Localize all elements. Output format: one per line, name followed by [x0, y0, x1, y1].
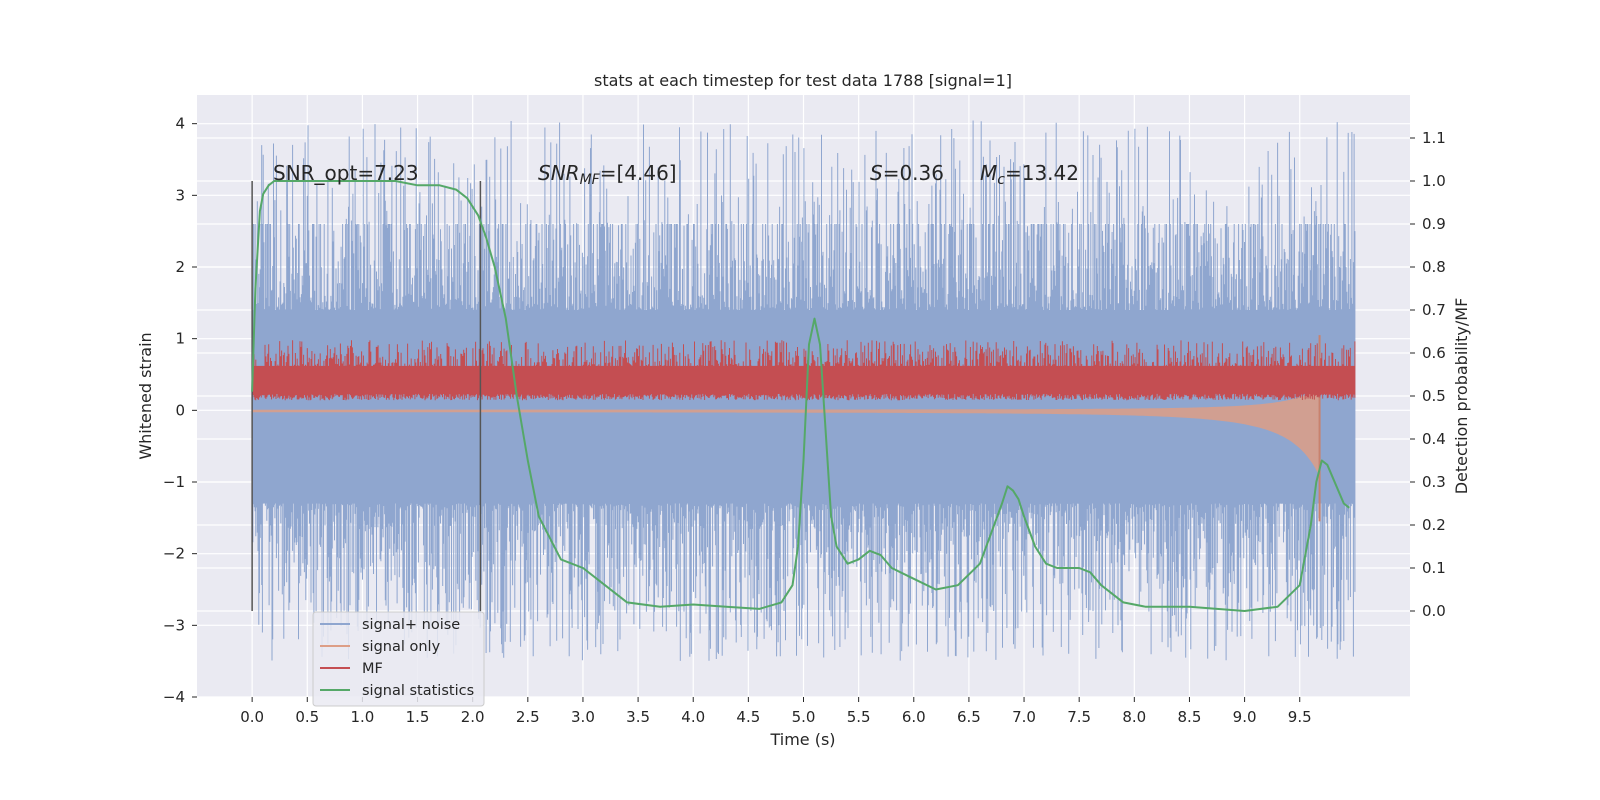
x-tick-label-5: 2.5: [516, 708, 540, 726]
vertical-markers: [251, 181, 482, 611]
annotation-snr-mf-sub: MF: [580, 172, 601, 188]
x-tick-label-8: 4.0: [681, 708, 705, 726]
x-axis-ticks: 0.0 0.5 1.0 1.5 2.0 2.5 3.0 3.5 4.0 4.5 5.0 5.5 6.0 6…: [240, 697, 1312, 726]
annotation-snr-opt: SNR_opt=7.23: [273, 161, 419, 185]
annotation-mc-sub: c: [997, 172, 1005, 188]
yl-tick-label-5: 1: [175, 330, 185, 348]
x-tick-label-13: 6.5: [957, 708, 981, 726]
annotation-s-main: S: [870, 161, 883, 185]
yr-tick-label-8: 0.8: [1422, 258, 1446, 276]
yr-tick-label-2: 0.2: [1422, 516, 1446, 534]
annotation-s: S=0.36: [870, 161, 944, 185]
series-signal-statistics: [251, 180, 1350, 612]
legend-item-signal-statistics: signal statistics: [320, 683, 474, 699]
x-tick-label-17: 8.5: [1178, 708, 1202, 726]
annotation-snr-mf-main: SNR: [538, 161, 580, 185]
plot-area: [251, 120, 1356, 661]
yl-tick-label-4: 0: [175, 401, 185, 419]
yr-tick-label-7: 0.7: [1422, 301, 1446, 319]
yr-tick-label-4: 0.4: [1422, 430, 1446, 448]
chirp-envelope: [252, 387, 1320, 476]
x-tick-label-11: 5.5: [847, 708, 871, 726]
legend-box: [312, 611, 485, 707]
yl-tick-label-1: −3: [163, 616, 185, 634]
x-tick-label-12: 6.0: [902, 708, 926, 726]
legend-label-signal-only: signal only: [362, 639, 441, 655]
yr-tick-label-9: 0.9: [1422, 215, 1446, 233]
x-tick-label-9: 4.5: [736, 708, 760, 726]
annotation-snr-mf: SNRMF=[4.46]: [538, 161, 677, 188]
yr-tick-label-3: 0.3: [1422, 473, 1446, 491]
annotation-mc-value: =13.42: [1005, 161, 1079, 185]
yl-tick-label-8: 4: [175, 115, 185, 133]
legend-label-signal-noise: signal+ noise: [362, 617, 460, 633]
yr-tick-label-0: 0.0: [1422, 602, 1446, 620]
legend-item-signal-only: signal only: [320, 639, 441, 655]
x-tick-label-15: 7.5: [1067, 708, 1091, 726]
yl-tick-label-0: −4: [163, 688, 185, 706]
x-axis-label: Time (s): [769, 730, 835, 749]
yr-tick-label-5: 0.5: [1422, 387, 1446, 405]
chart-title: stats at each timestep for test data 178…: [594, 71, 1012, 90]
annotation-mc: Mc=13.42: [980, 161, 1079, 188]
x-tick-label-6: 3.0: [571, 708, 595, 726]
yl-tick-label-6: 2: [175, 258, 185, 276]
yl-tick-label-3: −1: [163, 473, 185, 491]
x-tick-label-16: 8.0: [1122, 708, 1146, 726]
legend-label-mf: MF: [362, 661, 383, 677]
yl-tick-label-7: 3: [175, 186, 185, 204]
signal-statistics-line: [251, 180, 1350, 612]
x-tick-label-2: 1.0: [350, 708, 374, 726]
x-tick-label-4: 2.0: [461, 708, 485, 726]
x-tick-label-0: 0.0: [240, 708, 264, 726]
x-tick-label-3: 1.5: [406, 708, 430, 726]
annotation-s-value: =0.36: [883, 161, 944, 185]
legend-label-signal-statistics: signal statistics: [362, 683, 474, 699]
series-mf: [251, 340, 1356, 401]
y-axis-right-ticks: 0.0 0.1 0.2 0.3 0.4 0.5 0.6 0.7 0.8 0.9 1.0 1.1: [1410, 129, 1446, 620]
yr-tick-label-11: 1.1: [1422, 129, 1446, 147]
yl-tick-label-2: −2: [163, 545, 185, 563]
yr-tick-label-6: 0.6: [1422, 344, 1446, 362]
x-tick-label-18: 9.0: [1233, 708, 1257, 726]
y-axis-left-ticks: −4 −3 −2 −1 0 1 2 3 4: [163, 115, 197, 706]
yr-tick-label-1: 0.1: [1422, 559, 1446, 577]
y-axis-right-label: Detection probability/MF: [1452, 298, 1471, 495]
legend-item-mf: MF: [320, 661, 383, 677]
x-tick-label-19: 9.5: [1288, 708, 1312, 726]
x-tick-label-7: 3.5: [626, 708, 650, 726]
x-tick-label-1: 0.5: [295, 708, 319, 726]
annotation-snr-mf-value: =[4.46]: [600, 161, 677, 185]
legend-item-signal-noise: signal+ noise: [320, 617, 460, 633]
y-axis-left-label: Whitened strain: [136, 332, 155, 459]
x-tick-label-14: 7.0: [1012, 708, 1036, 726]
annotation-mc-main: M: [980, 161, 997, 185]
yr-tick-label-10: 1.0: [1422, 172, 1446, 190]
legend: signal+ noise signal only MF signal stat…: [312, 611, 485, 707]
x-tick-label-10: 5.0: [792, 708, 816, 726]
